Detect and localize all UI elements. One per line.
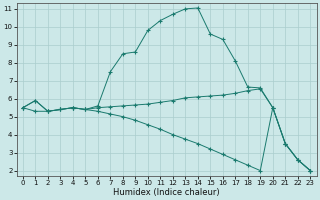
X-axis label: Humidex (Indice chaleur): Humidex (Indice chaleur)	[113, 188, 220, 197]
